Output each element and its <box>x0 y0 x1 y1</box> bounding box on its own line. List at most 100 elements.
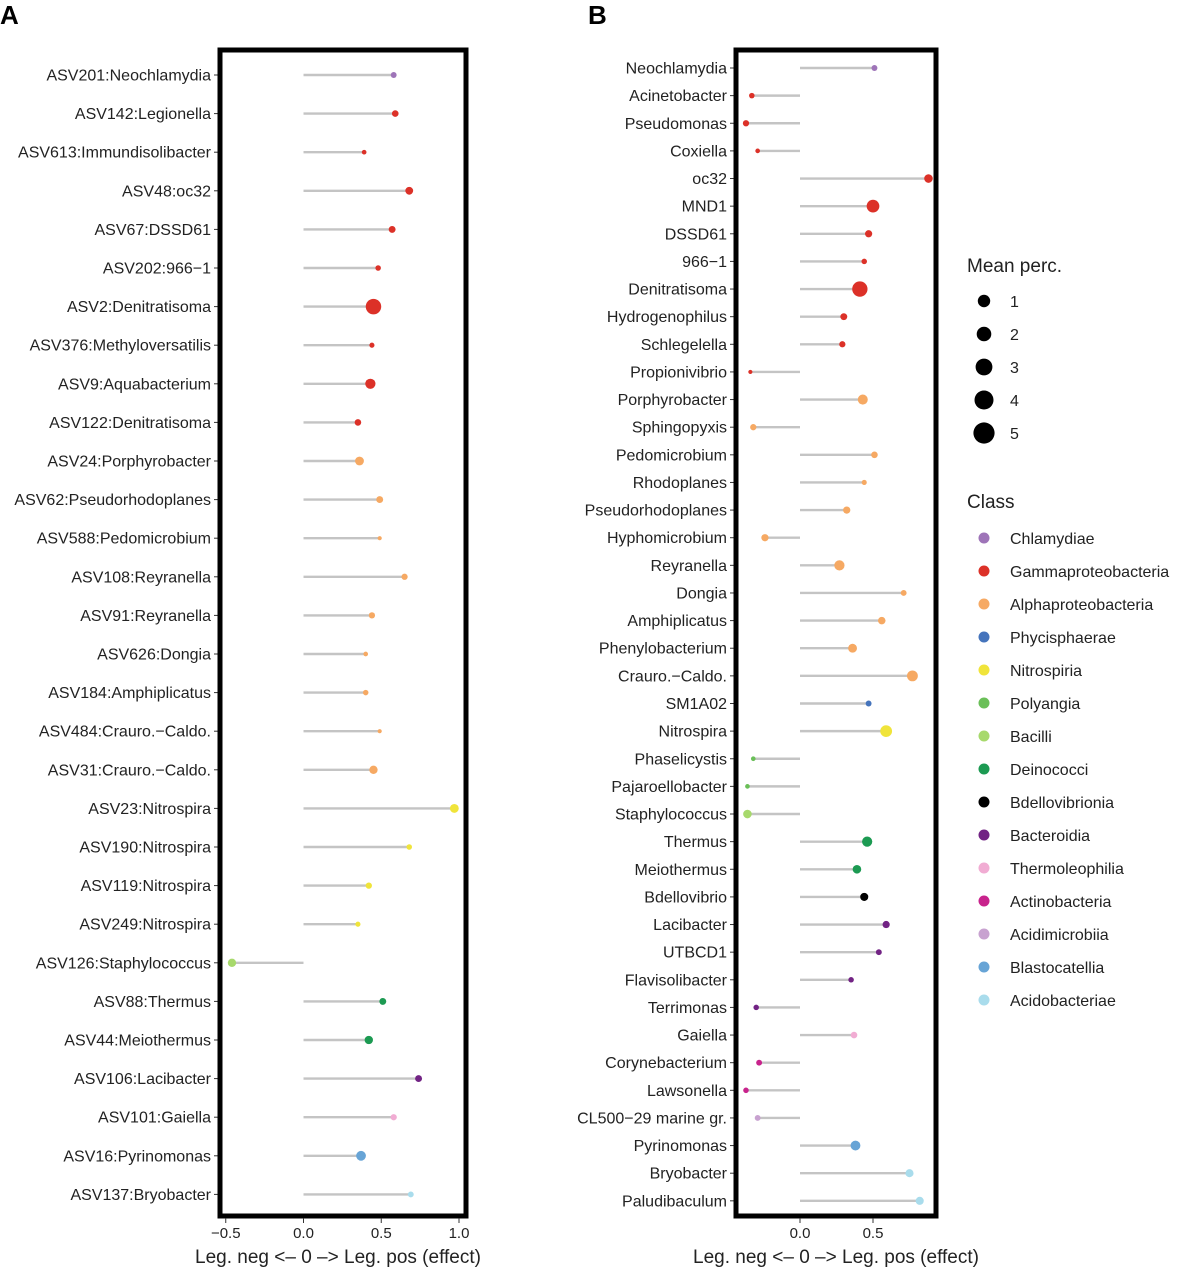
panel-b-row-label: Coxiella <box>670 143 727 160</box>
panel-a-row-label: ASV9:Aquabacterium <box>58 376 211 393</box>
legend-class-swatch <box>978 532 990 544</box>
panel-b-point <box>749 92 755 99</box>
panel-a-row-label: ASV626:Dongia <box>97 647 211 664</box>
panel-b-point <box>861 258 868 265</box>
panel-a-point <box>377 729 382 734</box>
panel-b-point <box>754 1114 761 1121</box>
panel-b-point <box>839 341 846 348</box>
panel-b-chart: Neochlamydia Acinetobacter Pseudomonas Coxi… <box>577 47 939 1242</box>
panel-a-row-label: ASV613:Immundisolibacter <box>18 145 212 162</box>
legend-class-swatch <box>978 796 990 808</box>
panel-b-point <box>745 784 750 789</box>
panel-a-point <box>354 419 362 426</box>
legend-class-label: Alphaproteobacteria <box>1010 597 1153 614</box>
panel-a-row-label: ASV190:Nitrospira <box>79 840 211 857</box>
panel-a-row-label: ASV101:Gaiella <box>98 1110 211 1127</box>
panel-b-point <box>915 1196 924 1205</box>
panel-a-row-label: ASV122:Denitratisoma <box>49 415 211 432</box>
legend-class-swatch <box>978 895 990 907</box>
panel-a-point <box>361 149 367 155</box>
panel-a-row-label: ASV16:Pyrinomonas <box>63 1148 211 1165</box>
panel-b-point <box>742 120 750 127</box>
panel-a-point <box>369 765 378 774</box>
panel-a-point <box>376 496 384 504</box>
panel-b-point <box>865 700 872 707</box>
panel-a-row-label: ASV23:Nitrospira <box>88 801 211 818</box>
panel-b-row-label: Phenylobacterium <box>599 641 727 658</box>
panel-b-point <box>843 506 851 514</box>
panel-b-point <box>750 424 757 431</box>
panel-a-point <box>401 573 408 580</box>
panel-b-row-label: Hyphomicrobium <box>607 530 727 547</box>
panel-a-point <box>407 1191 414 1198</box>
panel-a-point <box>369 342 375 348</box>
panel-a-point <box>390 72 397 78</box>
legend: Mean perc. 1 2 3 4 5 Class Chlamydiae Gammapr… <box>967 256 1169 1010</box>
panel-a-point <box>375 265 381 271</box>
panel-b-point <box>761 534 769 542</box>
legend-class-label: Bacilli <box>1010 729 1052 746</box>
panel-a-point <box>362 689 369 696</box>
panel-b-row-label: Lacibacter <box>653 917 727 934</box>
panel-a-row-label: ASV376:Methyloversatilis <box>30 338 211 355</box>
panel-a-x-tick-label: −0.5 <box>211 1225 241 1242</box>
panel-a-row-label: ASV588:Pedomicrobium <box>37 531 211 548</box>
legend-size-key <box>975 358 993 376</box>
panel-b-point <box>861 479 867 486</box>
panel-b-row-label: DSSD61 <box>665 226 727 243</box>
panel-b-row-label: Reyranella <box>651 558 728 575</box>
panel-a-point <box>368 612 376 619</box>
legend-class-swatch <box>978 598 990 610</box>
panel-a-row-label: ASV126:Staphylococcus <box>36 955 211 972</box>
panel-b-point <box>865 230 873 238</box>
legend-class-label: Bacteroidia <box>1010 828 1090 845</box>
panel-b-point <box>905 1169 914 1178</box>
legend-class-title: Class <box>967 492 1015 513</box>
panel-b-row-label: Terrimonas <box>648 1000 727 1017</box>
panel-b-row-label: MND1 <box>682 199 727 216</box>
legend-class-label: Acidimicrobiia <box>1010 927 1109 944</box>
panel-a-point <box>388 225 396 233</box>
legend-size-title: Mean perc. <box>967 256 1062 277</box>
panel-a-point <box>377 536 382 541</box>
panel-b-row-label: Pyrinomonas <box>634 1138 727 1155</box>
panel-a-row-label: ASV108:Reyranella <box>71 569 211 586</box>
panel-a-point <box>390 1114 397 1121</box>
panel-b-point <box>877 616 886 625</box>
panel-b-point <box>850 1031 858 1039</box>
panel-a-x-tick-label: 0.0 <box>293 1225 314 1242</box>
panel-a-chart: ASV201:Neochlamydia ASV142:Legionella ASV6… <box>14 47 469 1242</box>
panel-b-row-label: Bryobacter <box>650 1166 728 1183</box>
panel-b-row-label: Pseudorhodoplanes <box>585 503 727 520</box>
panel-b-row-label: Thermus <box>664 834 727 851</box>
panel-b-row-label: Denitratisoma <box>628 282 727 299</box>
panel-a-x-axis-title: Leg. neg <– 0 –> Leg. pos (effect) <box>195 1247 481 1268</box>
panel-b-point <box>850 1140 861 1151</box>
legend-class-label: Chlamydiae <box>1010 531 1095 548</box>
panel-a-point <box>365 378 376 389</box>
panel-a-row-label: ASV31:Crauro.−Caldo. <box>48 762 211 779</box>
panel-a-point <box>363 651 369 657</box>
panel-b-row-label: Lawsonella <box>647 1083 727 1100</box>
panel-a-row-label: ASV2:Denitratisoma <box>67 299 211 316</box>
legend-size-label: 2 <box>1010 327 1019 344</box>
legend-size-key <box>977 294 991 308</box>
panel-b-point <box>871 451 878 459</box>
panel-b-row-label: Dongia <box>676 585 727 602</box>
panel-b-point <box>748 369 753 375</box>
panel-b-point <box>880 725 893 738</box>
panel-b-row-label: Corynebacterium <box>605 1055 727 1072</box>
panel-a-x-tick-label: 0.5 <box>371 1225 392 1242</box>
panel-b-row-label: UTBCD1 <box>663 945 727 962</box>
legend-class-swatch <box>978 730 990 742</box>
panel-b-point <box>743 1087 749 1094</box>
legend-class-keys: Chlamydiae Gammaproteobacteria Alphaproteo… <box>978 531 1169 1010</box>
panel-a-row-label: ASV202:966−1 <box>103 261 211 278</box>
panel-b-row-label: SM1A02 <box>666 696 727 713</box>
panel-a-point <box>379 997 387 1005</box>
panel-b-letter: B <box>588 0 607 30</box>
panel-a-point <box>227 958 237 967</box>
panel-b-point <box>866 199 880 213</box>
panel-b-point <box>875 949 882 956</box>
